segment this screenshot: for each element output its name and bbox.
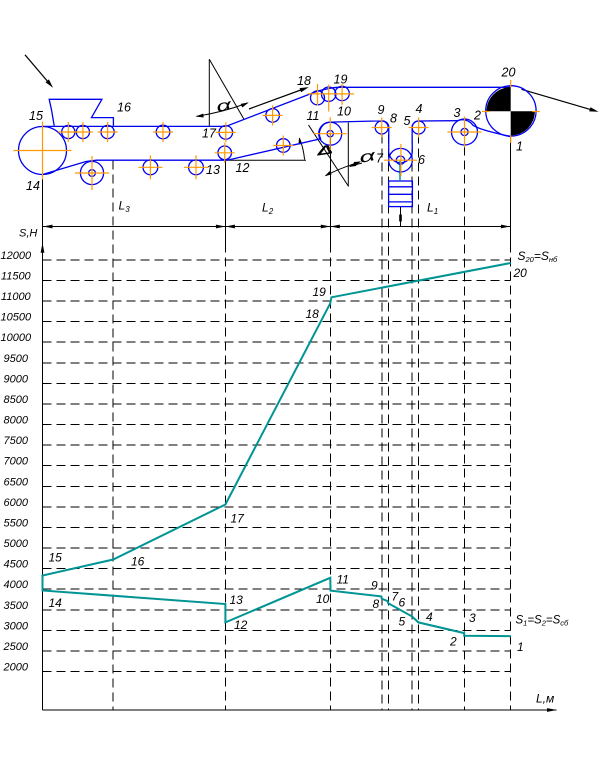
- svg-text:9: 9: [378, 103, 385, 117]
- svg-text:8: 8: [390, 112, 397, 126]
- svg-text:4500: 4500: [4, 559, 29, 571]
- svg-text:7000: 7000: [4, 456, 29, 468]
- svg-text:10500: 10500: [1, 312, 32, 324]
- svg-text:17: 17: [202, 127, 217, 141]
- svg-text:S20=Sнб: S20=Sнб: [518, 249, 559, 264]
- svg-text:8000: 8000: [4, 415, 29, 427]
- svg-text:14: 14: [49, 596, 63, 610]
- svg-text:2500: 2500: [3, 641, 29, 653]
- svg-text:4: 4: [416, 102, 423, 116]
- svg-text:8: 8: [373, 597, 380, 611]
- svg-text:8500: 8500: [4, 394, 29, 406]
- svg-text:2: 2: [449, 635, 457, 649]
- svg-text:11500: 11500: [1, 270, 32, 282]
- svg-text:L2: L2: [262, 201, 274, 217]
- svg-text:5000: 5000: [4, 538, 29, 550]
- svg-text:13: 13: [230, 593, 244, 607]
- svg-text:17: 17: [231, 512, 246, 526]
- svg-text:4000: 4000: [4, 579, 29, 591]
- svg-text:7500: 7500: [4, 435, 29, 447]
- svg-text:18: 18: [306, 307, 320, 321]
- svg-text:9000: 9000: [4, 373, 29, 385]
- svg-text:19: 19: [313, 285, 327, 299]
- svg-text:S,H: S,H: [19, 228, 37, 240]
- svg-text:14: 14: [26, 179, 40, 193]
- svg-text:16: 16: [131, 555, 145, 569]
- svg-text:16: 16: [117, 101, 131, 115]
- svg-text:20: 20: [501, 66, 516, 80]
- svg-text:10000: 10000: [1, 332, 32, 344]
- svg-text:6000: 6000: [4, 497, 29, 509]
- svg-text:3: 3: [454, 106, 461, 120]
- svg-text:1: 1: [517, 640, 524, 654]
- svg-text:12: 12: [236, 161, 250, 175]
- svg-text:11: 11: [307, 109, 320, 123]
- svg-text:L1: L1: [427, 201, 438, 217]
- svg-text:18: 18: [297, 74, 311, 88]
- svg-text:12000: 12000: [1, 250, 32, 262]
- svg-text:5500: 5500: [4, 517, 29, 529]
- svg-text:6: 6: [399, 596, 406, 610]
- svg-text:10: 10: [316, 592, 330, 606]
- svg-text:L,м: L,м: [536, 692, 554, 706]
- svg-text:2000: 2000: [3, 662, 29, 674]
- svg-text:L3: L3: [119, 199, 131, 215]
- svg-text:12: 12: [234, 618, 248, 632]
- svg-text:1: 1: [516, 140, 523, 154]
- svg-text:4: 4: [426, 610, 433, 624]
- svg-text:10: 10: [337, 105, 351, 119]
- svg-text:19: 19: [334, 73, 348, 87]
- svg-text:5: 5: [399, 615, 406, 629]
- svg-text:6500: 6500: [4, 476, 29, 488]
- svg-text:9500: 9500: [4, 353, 29, 365]
- svg-text:S1=S2=Sсб: S1=S2=Sсб: [516, 615, 570, 628]
- svg-text:13: 13: [206, 163, 220, 177]
- svg-text:9: 9: [371, 579, 378, 593]
- svg-text:15: 15: [29, 109, 43, 123]
- svg-text:7: 7: [376, 152, 384, 166]
- svg-text:11: 11: [337, 573, 349, 587]
- svg-text:2: 2: [473, 109, 481, 123]
- svg-text:3: 3: [469, 611, 476, 625]
- svg-text:3500: 3500: [4, 600, 29, 612]
- svg-text:3000: 3000: [4, 620, 29, 632]
- svg-text:11000: 11000: [1, 291, 32, 303]
- svg-text:15: 15: [49, 551, 63, 565]
- svg-text:7: 7: [392, 590, 400, 604]
- svg-text:6: 6: [418, 153, 425, 167]
- svg-text:α: α: [358, 147, 378, 167]
- svg-text:20: 20: [513, 266, 528, 280]
- svg-text:α: α: [215, 96, 234, 116]
- svg-text:5: 5: [404, 114, 411, 128]
